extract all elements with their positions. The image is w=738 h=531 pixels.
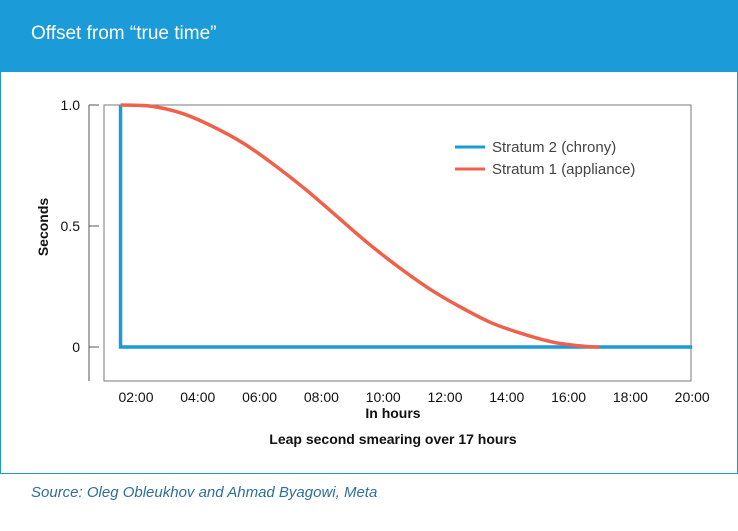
- legend-item-stratum2: Stratum 2 (chrony): [455, 139, 616, 156]
- legend-item-stratum1: Stratum 1 (appliance): [455, 161, 635, 178]
- legend: Stratum 2 (chrony) Stratum 1 (appliance): [455, 139, 635, 178]
- x-ticks: 02:00 04:00 06:00 08:00 10:00 12:00 14:00 16:00…: [118, 389, 709, 405]
- x-tick-label: 14:00: [489, 389, 524, 405]
- line-chart: 1.0 0.5 0 02:00 04:00 06:00 08:00 10:00 12:00 14…: [35, 97, 710, 447]
- y-ticks: 1.0 0.5 0: [61, 97, 99, 355]
- chart-subtitle: Leap second smearing over 17 hours: [269, 431, 517, 447]
- plot-border: [103, 104, 692, 382]
- x-tick-label: 06:00: [242, 389, 277, 405]
- chart-header-title: Offset from “true time”: [31, 23, 217, 44]
- x-tick-label: 12:00: [427, 389, 462, 405]
- legend-label-stratum2: Stratum 2 (chrony): [492, 139, 616, 156]
- y-tick-label: 0.5: [61, 218, 81, 234]
- x-tick-label: 10:00: [366, 389, 401, 405]
- legend-label-stratum1: Stratum 1 (appliance): [492, 161, 635, 178]
- x-tick-label: 20:00: [675, 389, 710, 405]
- series-layer: [118, 103, 693, 349]
- series-line-stratum2: [118, 105, 693, 349]
- x-tick-label: 08:00: [304, 389, 339, 405]
- x-tick-label: 04:00: [180, 389, 215, 405]
- y-tick-label: 1.0: [61, 97, 81, 113]
- source-credit: Source: Oleg Obleukhov and Ahmad Byagowi…: [31, 484, 378, 501]
- x-tick-label: 02:00: [118, 389, 153, 405]
- chart-header: Offset from “true time”: [0, 0, 738, 72]
- x-tick-label: 16:00: [551, 389, 586, 405]
- y-tick-label: 0: [72, 339, 80, 355]
- x-tick-label: 18:00: [613, 389, 648, 405]
- y-axis-title: Seconds: [35, 198, 51, 257]
- series-line-stratum1: [120, 103, 600, 349]
- x-axis-title: In hours: [365, 405, 420, 421]
- plot-area: [103, 104, 692, 382]
